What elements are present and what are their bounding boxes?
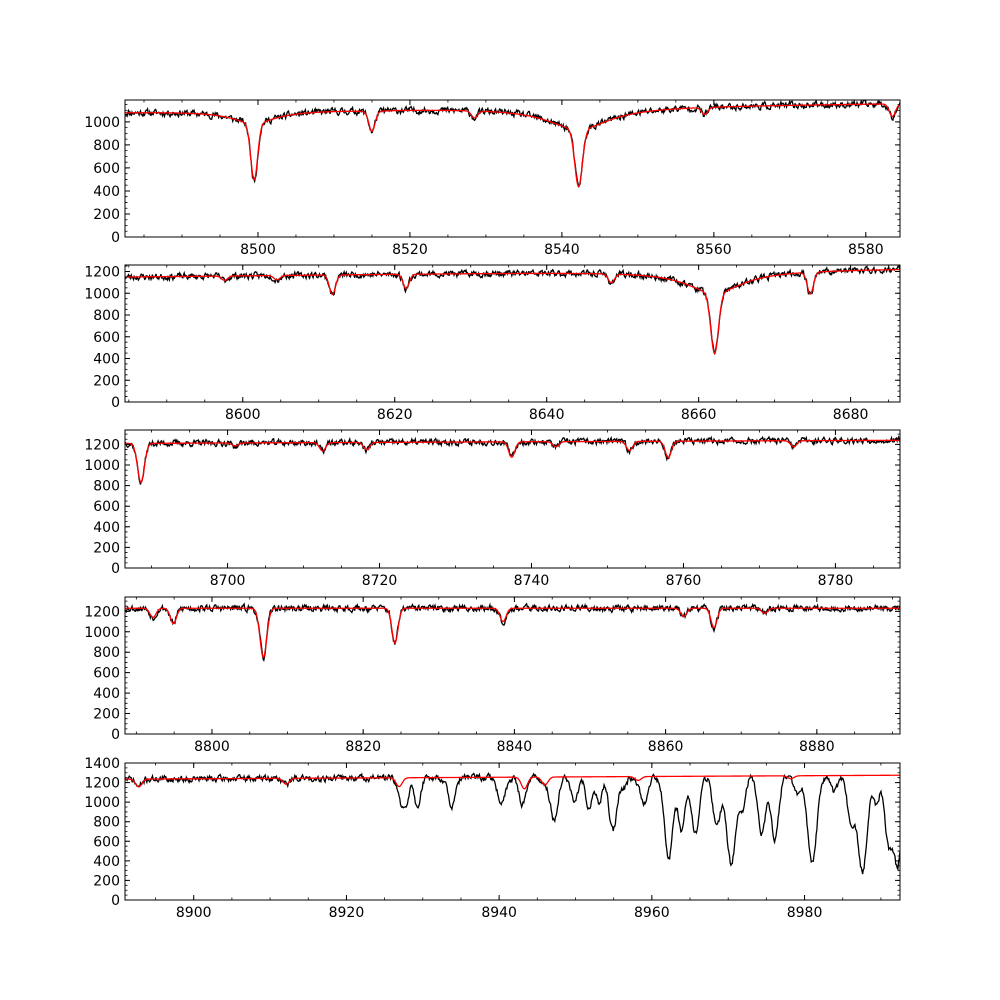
x-tick-label: 8900 bbox=[176, 905, 212, 921]
x-tick-label: 8500 bbox=[240, 242, 276, 258]
spectrum-panel-4: 8800 8820 8840 8860 8880 0 200 400 600 800 1000 120… bbox=[84, 596, 901, 755]
y-tick-label: 600 bbox=[93, 499, 120, 515]
y-tick-label: 200 bbox=[93, 207, 120, 223]
x-tick-label: 8600 bbox=[225, 407, 261, 423]
observed-spectrum-line bbox=[125, 771, 900, 875]
observed-spectrum-line bbox=[125, 602, 900, 663]
y-tick-label: 1000 bbox=[84, 286, 120, 302]
axes-frame bbox=[124, 762, 901, 901]
y-tick-label: 600 bbox=[93, 161, 120, 177]
y-tick-label: 1400 bbox=[84, 756, 120, 772]
x-tick-label: 8540 bbox=[544, 242, 580, 258]
y-tick-label: 1200 bbox=[84, 604, 120, 620]
y-tick-label: 400 bbox=[93, 854, 120, 870]
observed-spectrum-line bbox=[125, 265, 900, 355]
model-spectrum-line bbox=[125, 607, 900, 658]
x-tick-label: 8680 bbox=[833, 407, 869, 423]
y-tick-label: 800 bbox=[93, 815, 120, 831]
spectrum-panel-3: 8700 8720 8740 8760 8780 0 200 400 600 800 1000 120… bbox=[84, 429, 901, 589]
x-tick-label: 8980 bbox=[787, 905, 823, 921]
y-tick-label: 600 bbox=[93, 834, 120, 850]
y-tick-label: 1000 bbox=[84, 795, 120, 811]
x-tick-label: 8740 bbox=[514, 573, 550, 589]
minor-ticks bbox=[125, 430, 900, 569]
y-tick-label: 0 bbox=[111, 561, 120, 577]
x-tick-label: 8560 bbox=[696, 242, 732, 258]
x-tick-label: 8880 bbox=[799, 739, 835, 755]
x-tick-label: 8960 bbox=[634, 905, 670, 921]
x-tick-label: 8660 bbox=[681, 407, 717, 423]
x-tick-label: 8640 bbox=[529, 407, 565, 423]
x-tick-label: 8760 bbox=[666, 573, 702, 589]
y-tick-label: 600 bbox=[93, 666, 120, 682]
y-tick-label: 800 bbox=[93, 308, 120, 324]
x-tick-label: 8780 bbox=[818, 573, 854, 589]
y-tick-label: 1000 bbox=[84, 625, 120, 641]
y-tick-label: 200 bbox=[93, 873, 120, 889]
y-tick-label: 800 bbox=[93, 138, 120, 154]
axes-frame bbox=[124, 99, 901, 238]
y-tick-label: 0 bbox=[111, 727, 120, 743]
x-tick-label: 8620 bbox=[377, 407, 413, 423]
y-tick-label: 400 bbox=[93, 352, 120, 368]
y-tick-label: 1200 bbox=[84, 265, 120, 281]
y-tick-label: 800 bbox=[93, 479, 120, 495]
y-tick-label: 400 bbox=[93, 686, 120, 702]
y-tick-label: 600 bbox=[93, 330, 120, 346]
axes-frame bbox=[124, 429, 901, 569]
minor-ticks bbox=[125, 762, 900, 901]
x-tick-label: 8840 bbox=[497, 739, 533, 755]
model-spectrum-line bbox=[125, 439, 900, 484]
y-tick-label: 200 bbox=[93, 707, 120, 723]
x-tick-label: 8720 bbox=[362, 573, 398, 589]
y-tick-label: 1200 bbox=[84, 437, 120, 453]
spectrum-panel-1: 8500 8520 8540 8560 8580 0 200 400 600 800 1000 bbox=[84, 99, 901, 258]
minor-ticks bbox=[125, 597, 900, 735]
model-spectrum-line bbox=[125, 774, 900, 790]
x-tick-label: 8700 bbox=[210, 573, 246, 589]
y-tick-label: 0 bbox=[111, 893, 120, 909]
axes-frame bbox=[124, 264, 901, 403]
observed-spectrum-line bbox=[125, 435, 900, 485]
spectrum-panel-2: 8600 8620 8640 8660 8680 0 200 400 600 800 1000 120… bbox=[84, 264, 901, 423]
y-tick-label: 0 bbox=[111, 230, 120, 246]
model-spectrum-line bbox=[125, 268, 900, 355]
y-tick-label: 400 bbox=[93, 184, 120, 200]
spectrum-panel-5: 8900 8920 8940 8960 8980 0 200 400 600 800 1000 120… bbox=[84, 756, 901, 921]
x-tick-label: 8860 bbox=[648, 739, 684, 755]
minor-ticks bbox=[125, 265, 900, 403]
y-tick-label: 1200 bbox=[84, 776, 120, 792]
x-tick-label: 8920 bbox=[329, 905, 365, 921]
x-tick-label: 8940 bbox=[481, 905, 517, 921]
x-tick-label: 8520 bbox=[392, 242, 428, 258]
y-tick-label: 0 bbox=[111, 395, 120, 411]
x-tick-label: 8800 bbox=[194, 739, 230, 755]
x-tick-label: 8580 bbox=[848, 242, 884, 258]
x-tick-label: 8820 bbox=[345, 739, 381, 755]
axes-frame bbox=[124, 596, 901, 735]
y-tick-label: 1000 bbox=[84, 458, 120, 474]
model-spectrum-line bbox=[125, 103, 900, 188]
y-tick-label: 800 bbox=[93, 645, 120, 661]
y-tick-label: 200 bbox=[93, 373, 120, 389]
y-tick-label: 200 bbox=[93, 540, 120, 556]
y-tick-label: 400 bbox=[93, 520, 120, 536]
y-tick-label: 1000 bbox=[84, 115, 120, 131]
